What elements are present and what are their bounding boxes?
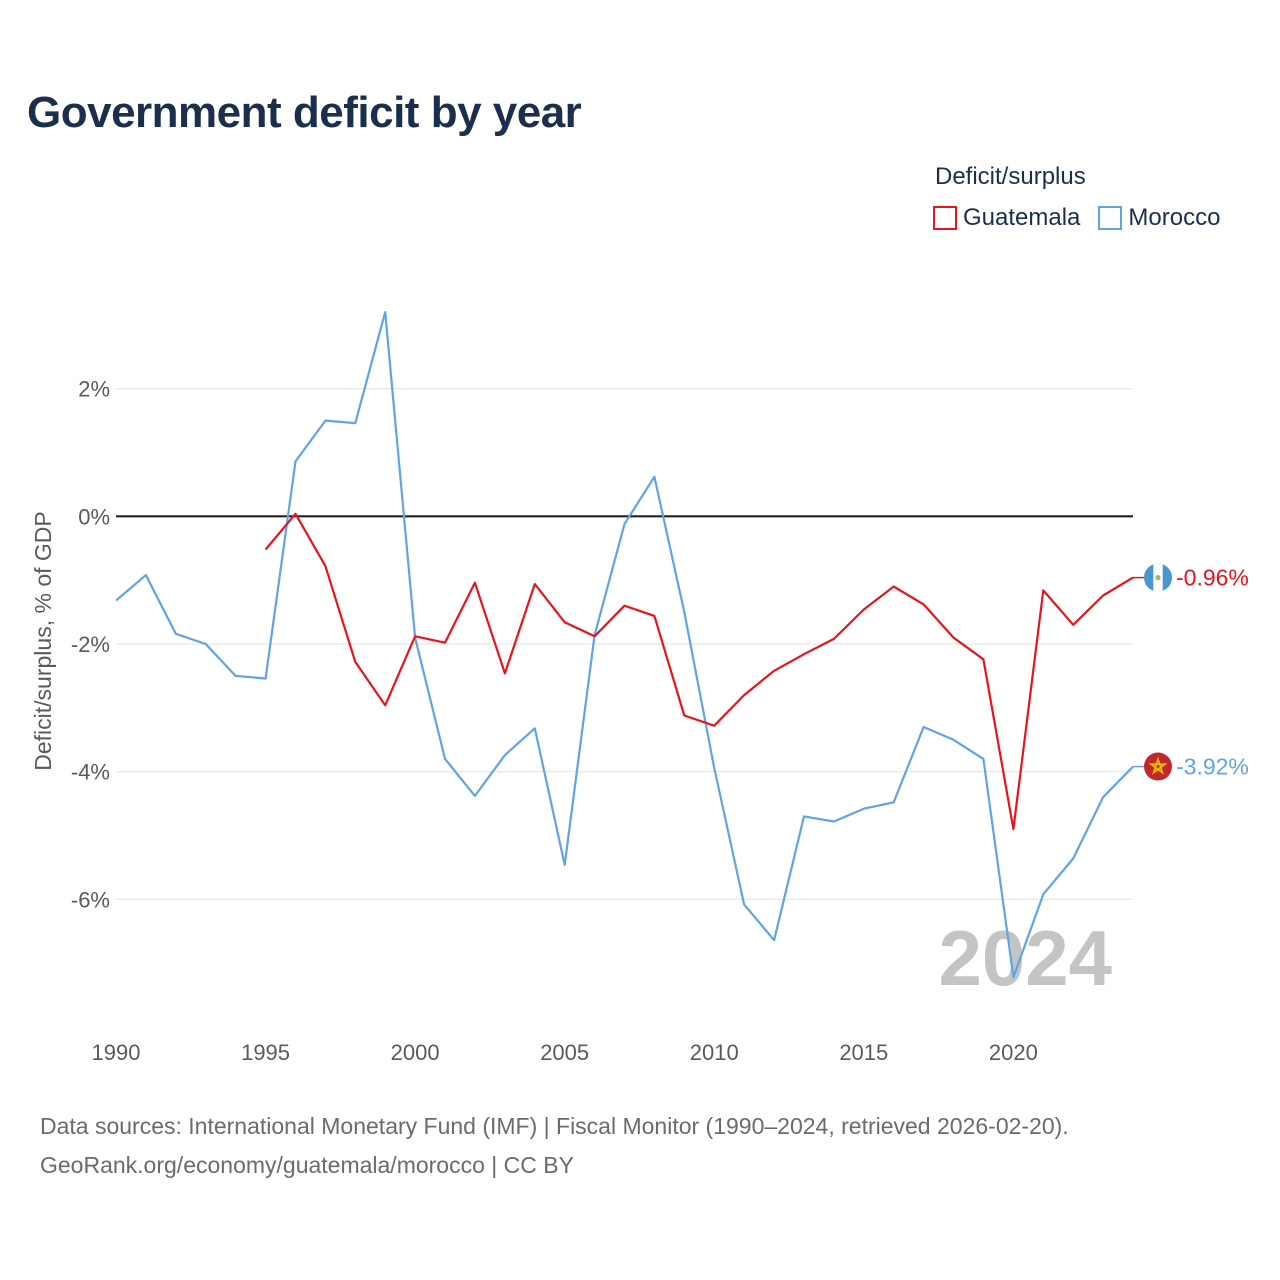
end-value-label-guatemala: -0.96% [1176,565,1249,591]
x-tick-label: 2010 [690,1040,739,1065]
y-axis-label: Deficit/surplus, % of GDP [30,511,56,770]
year-watermark: 2024 [938,914,1112,1002]
series-line-guatemala[interactable] [264,512,1134,831]
y-axis-ticks: 2% 0% -2% -4% -6% [71,377,110,913]
series-lines [115,311,1134,979]
y-tick-label: -6% [71,887,110,912]
series-line-morocco[interactable] [115,311,1134,979]
morocco-flag-icon [1144,752,1172,781]
y-tick-label: 0% [78,504,110,529]
x-tick-label: 2015 [839,1040,888,1065]
grid-lines [116,388,1133,900]
x-tick-label: 2020 [989,1040,1038,1065]
x-axis-ticks: 1990 1995 2000 2005 2010 2015 2020 [92,1040,1038,1065]
x-tick-label: 2005 [540,1040,589,1065]
x-tick-label: 2000 [391,1040,440,1065]
x-tick-label: 1995 [241,1040,290,1065]
end-value-label-morocco: -3.92% [1176,754,1249,780]
x-tick-label: 1990 [92,1040,141,1065]
guatemala-flag-icon [1144,563,1172,592]
footer: Data sources: International Monetary Fun… [40,1107,1069,1185]
legend-label-guatemala: Guatemala [963,204,1081,231]
source-url: GeoRank.org/economy/guatemala/morocco | … [40,1152,574,1178]
legend-item-morocco[interactable]: Morocco [1098,204,1220,232]
legend-swatch-guatemala [933,206,957,230]
series-end-markers: -0.96% -3.92% [1133,563,1249,781]
y-tick-label: 2% [78,377,110,402]
data-source-note: Data sources: International Monetary Fun… [40,1113,1069,1139]
legend-swatch-morocco [1098,206,1123,230]
legend-label-morocco: Morocco [1128,204,1221,231]
legend: Guatemala Morocco [933,204,1238,232]
y-tick-label: -4% [71,760,110,785]
chart-title: Government deficit by year [27,88,582,137]
legend-title: Deficit/surplus [935,163,1086,190]
y-tick-label: -2% [71,632,110,657]
legend-item-guatemala[interactable]: Guatemala [933,204,1080,232]
